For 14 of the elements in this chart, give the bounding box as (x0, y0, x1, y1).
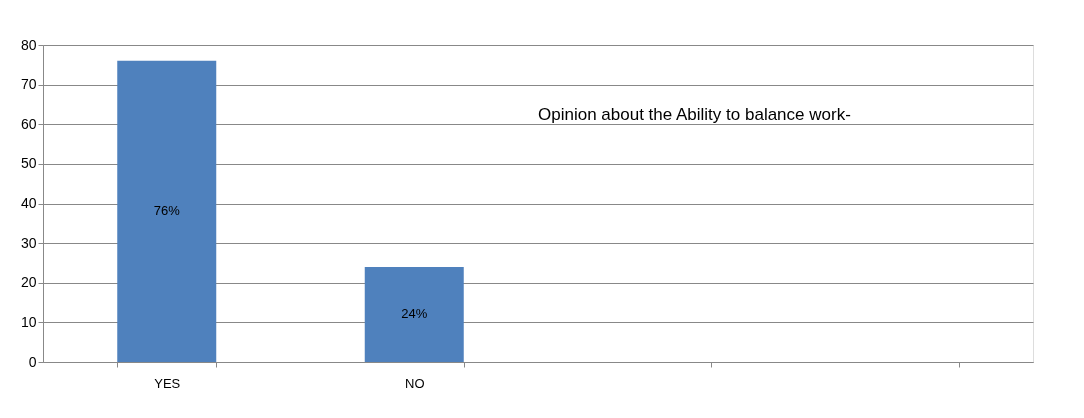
text: Opinion about the Ability to balance work- (538, 105, 851, 124)
x-tick-label: NO (405, 375, 425, 391)
y-tick-label: 20 (20, 274, 37, 291)
data-label: 24% (401, 306, 428, 322)
y-tick-label: 30 (20, 234, 37, 251)
y-tick-label: 40 (20, 195, 37, 211)
y-tick-label: 60 (20, 115, 37, 132)
x-tick-label: YES (154, 375, 181, 391)
y-tick-label: 0 (28, 353, 37, 370)
y-tick-label: 80 (20, 36, 37, 53)
data-label: 76% (153, 203, 181, 219)
y-tick-label: 10 (20, 313, 37, 330)
y-tick-label: 70 (20, 76, 37, 93)
y-tick-label: 50 (20, 155, 37, 172)
